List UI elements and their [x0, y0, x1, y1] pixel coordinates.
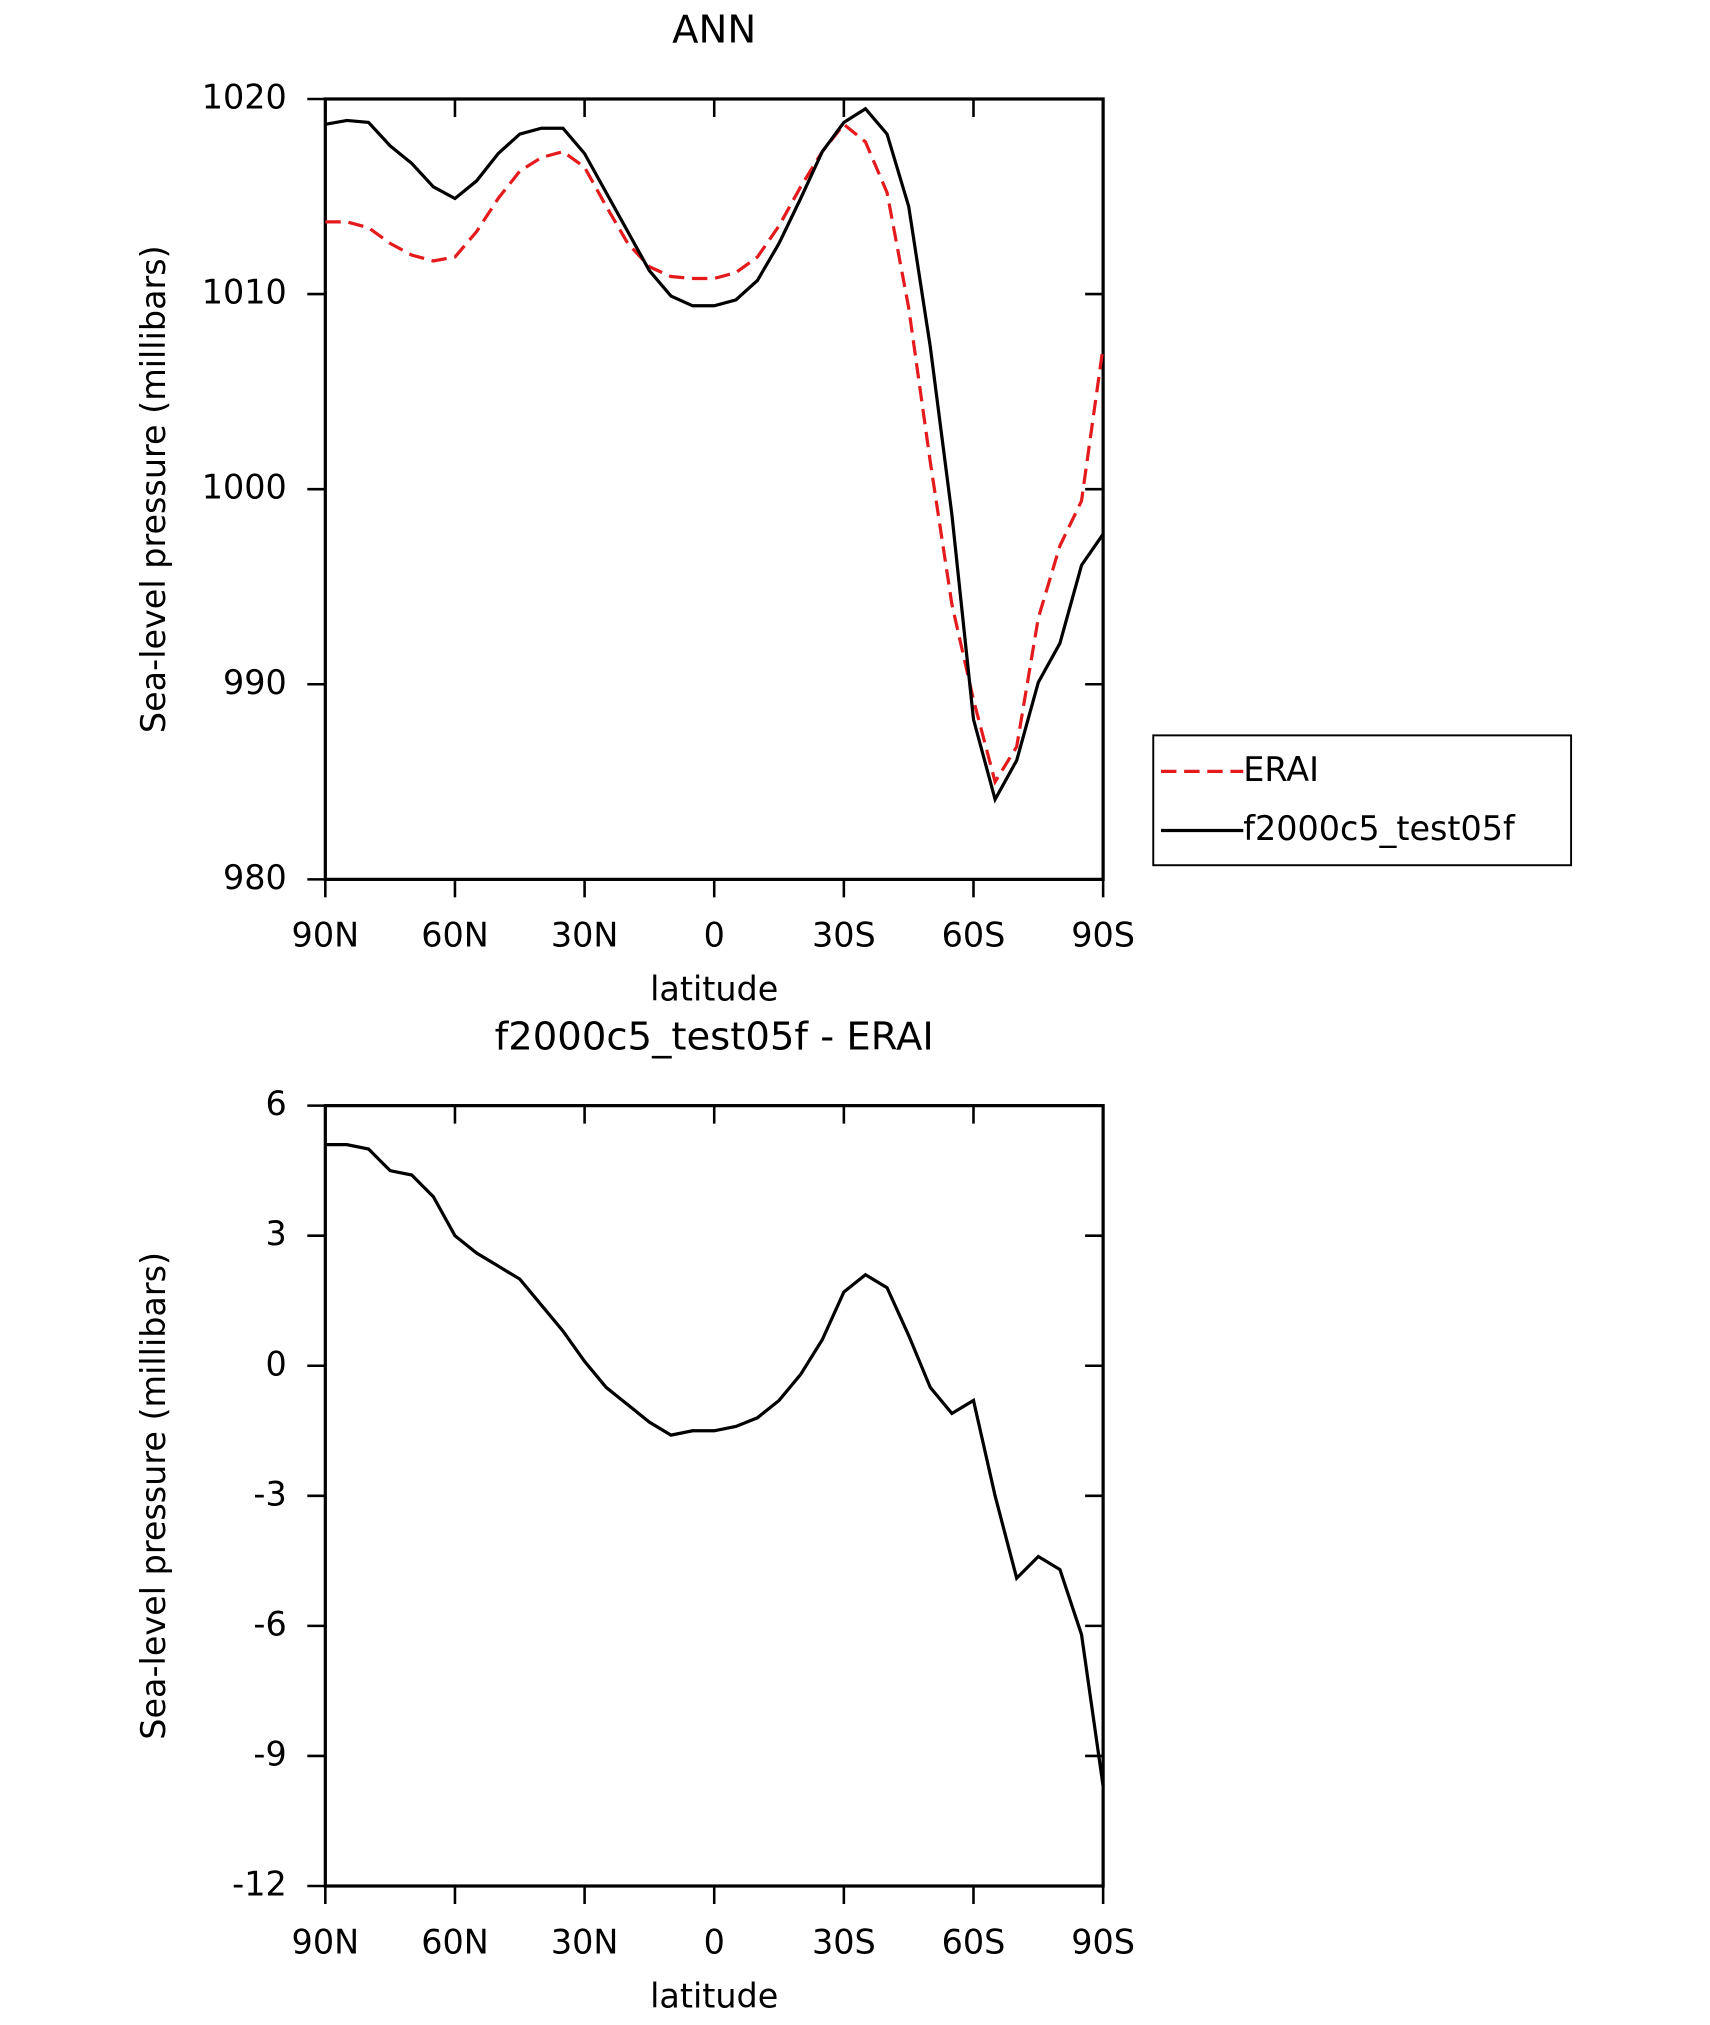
- x-tick-label: 90N: [292, 916, 360, 955]
- y-tick-label: 0: [265, 1344, 286, 1383]
- y-tick-label: 1010: [202, 273, 287, 312]
- x-tick-label: 60S: [942, 916, 1006, 955]
- y-tick-label: -9: [253, 1734, 286, 1773]
- x-tick-label: 90N: [292, 1922, 360, 1961]
- y-axis-label: Sea-level pressure (millibars): [134, 1252, 173, 1740]
- x-tick-label: 30N: [551, 916, 619, 955]
- x-tick-label: 0: [704, 1922, 725, 1961]
- plot-frame: [323, 97, 1105, 881]
- x-axis-label: latitude: [650, 1976, 778, 2015]
- y-tick-label: 990: [223, 663, 287, 702]
- x-tick-label: 90S: [1071, 916, 1135, 955]
- plot-frame: [323, 1104, 1105, 1888]
- x-tick-label: 60N: [421, 916, 489, 955]
- series-line: [325, 122, 1105, 786]
- x-tick-label: 60S: [942, 1922, 1006, 1961]
- chart-title: ANN: [672, 8, 756, 53]
- y-tick-label: -12: [232, 1865, 287, 1904]
- x-tick-label: 30S: [812, 916, 876, 955]
- y-tick-label: 6: [265, 1084, 286, 1123]
- y-tick-label: -3: [253, 1474, 286, 1513]
- x-tick-label: 0: [704, 916, 725, 955]
- series-line: [325, 106, 1105, 804]
- y-tick-label: 1000: [202, 468, 287, 507]
- series-line: [325, 1143, 1105, 1787]
- legend-label: ERAI: [1243, 750, 1319, 789]
- y-axis-label: Sea-level pressure (millibars): [134, 245, 173, 733]
- x-tick-label: 60N: [421, 1922, 489, 1961]
- x-axis-label: latitude: [650, 970, 778, 1009]
- x-tick-label: 90S: [1071, 1922, 1135, 1961]
- x-tick-label: 30N: [551, 1922, 619, 1961]
- y-tick-label: 980: [223, 858, 287, 897]
- x-tick-label: 30S: [812, 1922, 876, 1961]
- y-tick-label: -6: [253, 1604, 286, 1643]
- legend-label: f2000c5_test05f: [1243, 809, 1516, 848]
- y-tick-label: 1020: [202, 77, 287, 116]
- chart-title: f2000c5_test05f - ERAI: [495, 1014, 934, 1059]
- y-tick-label: 3: [265, 1214, 286, 1253]
- legend-box: [1152, 734, 1573, 867]
